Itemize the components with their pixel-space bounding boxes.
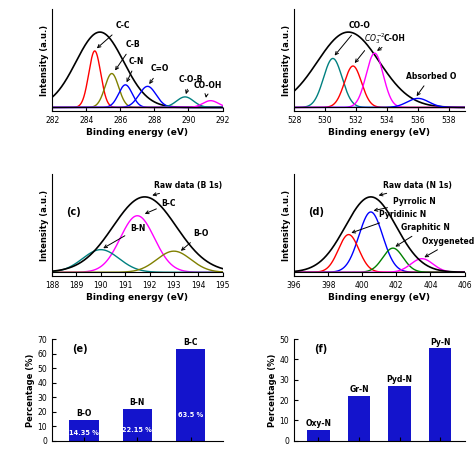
X-axis label: Binding energy (eV): Binding energy (eV) [328,292,430,301]
Text: CO-OH: CO-OH [193,81,222,97]
Bar [389,386,411,441]
Text: $CO_3^{-2}$: $CO_3^{-2}$ [356,31,385,62]
Bar [429,348,451,441]
X-axis label: Binding energy (eV): Binding energy (eV) [86,292,188,301]
Text: (d): (d) [308,207,324,217]
Text: Raw data (B 1s): Raw data (B 1s) [153,181,222,196]
Text: Pyrrolic N: Pyrrolic N [374,198,436,211]
Text: Pyd-N: Pyd-N [387,375,412,384]
Y-axis label: Intensity (a.u.): Intensity (a.u.) [40,25,49,96]
Text: C-OH: C-OH [378,34,406,50]
Text: B-O: B-O [76,409,92,418]
X-axis label: Binding energy (eV): Binding energy (eV) [328,128,430,137]
Text: B-N: B-N [104,224,146,248]
Text: (c): (c) [66,207,81,217]
Text: Graphitic N: Graphitic N [396,223,450,246]
Text: Gr-N: Gr-N [349,385,369,394]
Text: Oxygeneted N: Oxygeneted N [422,237,474,257]
Text: Py-N: Py-N [430,337,450,346]
Y-axis label: Percentage (%): Percentage (%) [268,353,277,427]
Text: Raw data (N 1s): Raw data (N 1s) [380,181,452,196]
Text: (f): (f) [315,344,328,354]
Text: Absorbed O: Absorbed O [406,72,456,95]
Text: 22.15 %: 22.15 % [122,427,152,433]
X-axis label: Binding energy (eV): Binding energy (eV) [86,128,188,137]
Text: Oxy-N: Oxy-N [305,419,331,428]
Y-axis label: Intensity (a.u.): Intensity (a.u.) [283,25,292,96]
Text: C-O-B: C-O-B [178,75,202,93]
Bar [123,409,152,441]
Text: C-N: C-N [127,57,144,82]
Bar [176,348,205,441]
Text: 63.5 %: 63.5 % [178,412,203,418]
Text: B-O: B-O [182,229,209,250]
Y-axis label: Percentage (%): Percentage (%) [26,353,35,427]
Text: B-C: B-C [146,199,176,214]
Text: C-C: C-C [98,21,130,47]
Text: B-C: B-C [183,338,198,347]
Text: (e): (e) [73,344,88,354]
Text: CO-O: CO-O [335,21,370,55]
Bar [348,396,370,441]
Text: 14.35 %: 14.35 % [69,429,99,436]
Text: C-B: C-B [116,40,140,70]
Y-axis label: Intensity (a.u.): Intensity (a.u.) [40,190,49,261]
Text: C=O: C=O [150,64,169,83]
Bar [307,429,329,441]
Text: Pyridinic N: Pyridinic N [352,210,427,233]
Y-axis label: Intensity (a.u.): Intensity (a.u.) [283,190,292,261]
Bar [70,420,99,441]
Text: B-N: B-N [130,398,145,407]
